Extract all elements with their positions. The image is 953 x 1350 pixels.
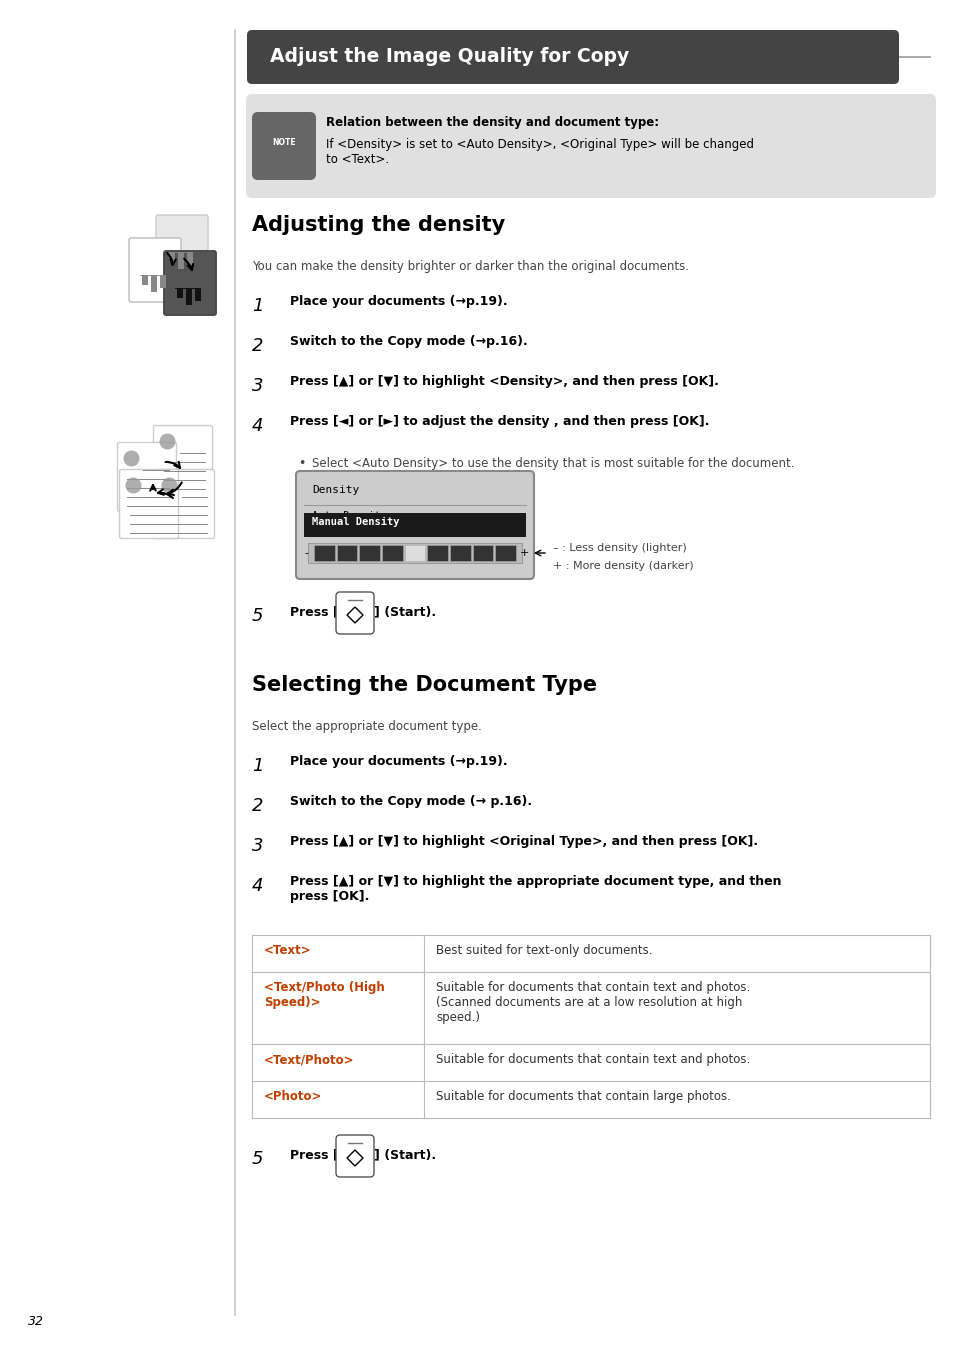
FancyBboxPatch shape <box>117 443 176 512</box>
Text: <Text/Photo>: <Text/Photo> <box>264 1053 355 1066</box>
FancyBboxPatch shape <box>153 425 213 494</box>
Text: 4: 4 <box>252 417 263 435</box>
FancyBboxPatch shape <box>164 251 215 315</box>
Bar <box>169 252 174 262</box>
Bar <box>472 545 493 562</box>
Text: ] (Start).: ] (Start). <box>374 1148 436 1161</box>
FancyBboxPatch shape <box>252 112 315 180</box>
Text: Press [▲] or [▼] to highlight <Density>, and then press [OK].: Press [▲] or [▼] to highlight <Density>,… <box>290 375 719 387</box>
Text: +: + <box>518 548 528 558</box>
Text: <Text/Photo (High
Speed)>: <Text/Photo (High Speed)> <box>264 981 384 1008</box>
Text: Place your documents (→p.19).: Place your documents (→p.19). <box>290 296 507 308</box>
Circle shape <box>126 478 141 494</box>
Text: •: • <box>297 458 305 470</box>
Text: 5: 5 <box>252 608 263 625</box>
Bar <box>142 275 148 285</box>
Circle shape <box>123 451 139 467</box>
Text: Press [: Press [ <box>290 605 338 618</box>
Bar <box>186 288 192 305</box>
Bar <box>187 252 193 265</box>
Text: Adjusting the density: Adjusting the density <box>252 215 505 235</box>
Text: ] (Start).: ] (Start). <box>374 605 436 618</box>
Text: Relation between the density and document type:: Relation between the density and documen… <box>326 116 659 130</box>
Text: Selecting the Document Type: Selecting the Document Type <box>252 675 597 695</box>
Bar <box>178 252 184 269</box>
Bar <box>177 288 183 298</box>
Text: <Text>: <Text> <box>264 944 312 957</box>
Text: Select <Auto Density> to use the density that is most suitable for the document.: Select <Auto Density> to use the density… <box>312 458 794 470</box>
Text: Select the appropriate document type.: Select the appropriate document type. <box>252 720 481 733</box>
Text: Press [: Press [ <box>290 1148 338 1161</box>
Bar <box>427 545 448 562</box>
Text: Place your documents (→p.19).: Place your documents (→p.19). <box>290 755 507 768</box>
Text: Suitable for documents that contain large photos.: Suitable for documents that contain larg… <box>436 1089 730 1103</box>
Text: + : More density (darker): + : More density (darker) <box>553 562 693 571</box>
Bar <box>495 545 516 562</box>
Text: 3: 3 <box>252 377 263 396</box>
Text: Best suited for text-only documents.: Best suited for text-only documents. <box>436 944 652 957</box>
Bar <box>404 545 425 562</box>
Circle shape <box>161 478 177 494</box>
Text: Switch to the Copy mode (→ p.16).: Switch to the Copy mode (→ p.16). <box>290 795 532 809</box>
Text: 32: 32 <box>28 1315 44 1328</box>
Text: -: - <box>304 548 308 558</box>
Text: Suitable for documents that contain text and photos.: Suitable for documents that contain text… <box>436 1053 749 1066</box>
FancyBboxPatch shape <box>155 470 214 539</box>
Bar <box>450 545 470 562</box>
Text: Density: Density <box>312 485 359 495</box>
Bar <box>195 288 200 301</box>
Bar <box>336 545 357 562</box>
Bar <box>186 288 192 305</box>
Text: Suitable for documents that contain text and photos.
(Scanned documents are at a: Suitable for documents that contain text… <box>436 981 749 1025</box>
Bar <box>152 275 156 292</box>
FancyBboxPatch shape <box>295 471 534 579</box>
Text: 2: 2 <box>252 796 263 815</box>
Text: 5: 5 <box>252 1150 263 1168</box>
Text: Manual Density: Manual Density <box>312 517 399 526</box>
FancyBboxPatch shape <box>164 251 215 315</box>
FancyBboxPatch shape <box>335 1135 374 1177</box>
Circle shape <box>159 433 175 450</box>
Bar <box>314 545 335 562</box>
FancyBboxPatch shape <box>246 95 935 198</box>
Bar <box>304 513 525 537</box>
Bar <box>177 288 183 298</box>
Text: 1: 1 <box>252 297 263 315</box>
FancyBboxPatch shape <box>335 593 374 634</box>
FancyBboxPatch shape <box>129 238 181 302</box>
Bar <box>195 288 200 301</box>
Text: If <Density> is set to <Auto Density>, <Original Type> will be changed
to <Text>: If <Density> is set to <Auto Density>, <… <box>326 138 753 166</box>
Text: 4: 4 <box>252 878 263 895</box>
Text: Switch to the Copy mode (→p.16).: Switch to the Copy mode (→p.16). <box>290 335 527 348</box>
Text: Press [▲] or [▼] to highlight the appropriate document type, and then
press [OK]: Press [▲] or [▼] to highlight the approp… <box>290 875 781 903</box>
Bar <box>160 275 166 288</box>
Text: 3: 3 <box>252 837 263 855</box>
FancyBboxPatch shape <box>156 215 208 279</box>
Text: Press [◄] or [►] to adjust the density , and then press [OK].: Press [◄] or [►] to adjust the density ,… <box>290 414 709 428</box>
Bar <box>381 545 402 562</box>
Bar <box>359 545 379 562</box>
Text: Press [▲] or [▼] to highlight <Original Type>, and then press [OK].: Press [▲] or [▼] to highlight <Original … <box>290 836 758 848</box>
FancyBboxPatch shape <box>119 470 178 539</box>
FancyBboxPatch shape <box>247 30 898 84</box>
Text: 1: 1 <box>252 757 263 775</box>
Text: <Photo>: <Photo> <box>264 1089 322 1103</box>
Bar <box>308 543 521 563</box>
Text: You can make the density brighter or darker than the original documents.: You can make the density brighter or dar… <box>252 261 688 273</box>
Text: 2: 2 <box>252 338 263 355</box>
Text: NOTE: NOTE <box>272 138 295 147</box>
Text: – : Less density (lighter): – : Less density (lighter) <box>553 543 686 554</box>
Text: Auto Density: Auto Density <box>312 512 387 521</box>
Text: Adjust the Image Quality for Copy: Adjust the Image Quality for Copy <box>270 47 629 66</box>
